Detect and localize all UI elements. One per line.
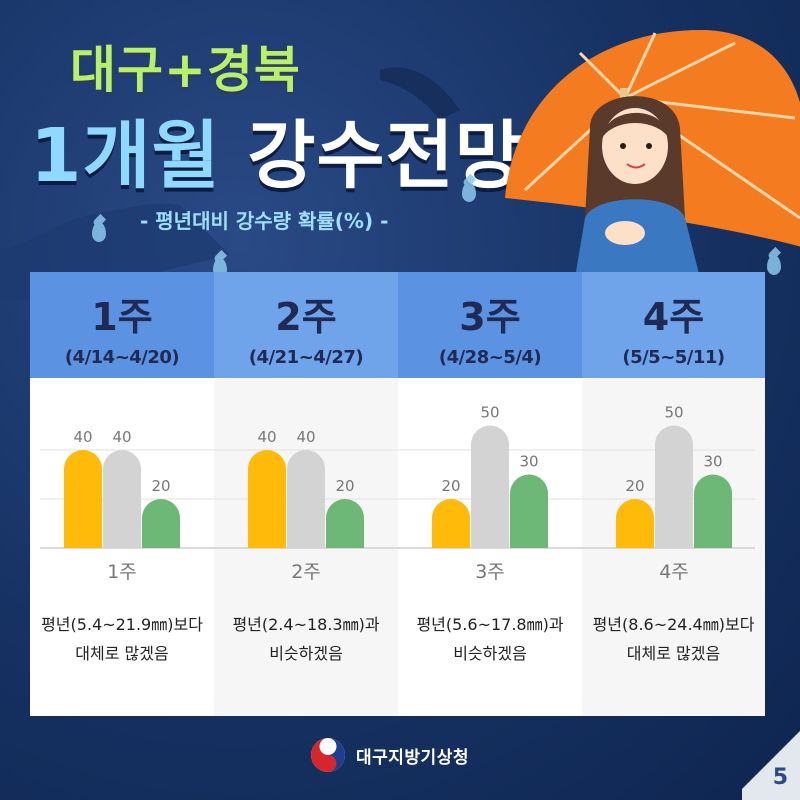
week-label: 1주 (91, 295, 153, 339)
bar (142, 499, 180, 548)
government-emblem-icon (311, 738, 345, 772)
week-body-3: 평년(5.6~17.8㎜)과 비슷하겠음 (398, 378, 582, 716)
bar (103, 450, 141, 548)
desc-line-1: 평년(5.4~21.9㎜)보다 (41, 615, 203, 634)
bar (616, 499, 654, 548)
bar-value-label: 30 (703, 453, 722, 471)
week-column-1: 1주 (4/14~4/20) 평년(5.4~21.9㎜)보다 대체로 많겠음 (30, 272, 214, 716)
bar (64, 450, 102, 548)
bar-value-label: 30 (519, 453, 538, 471)
main-title-rest: 강수전망 (247, 113, 524, 199)
bar (694, 474, 732, 548)
title-region: 대구+경북 (70, 41, 301, 99)
week-desc-3: 평년(5.6~17.8㎜)과 비슷하겠음 (398, 610, 582, 668)
probability-bar-chart: 40 40 20 1주 40 40 20 2주 20 50 30 3주 20 50 30 4주 (40, 404, 755, 583)
subtitle: - 평년대비 강수량 확률(%) - (140, 209, 389, 233)
bar (432, 499, 470, 548)
footer: 대구지방기상청 (310, 735, 469, 775)
week-body-2: 평년(2.4~18.3㎜)과 비슷하겠음 (214, 378, 398, 716)
forecast-card: 1주 (4/14~4/20) 평년(5.4~21.9㎜)보다 대체로 많겠음 2… (30, 272, 765, 716)
org-name: 대구지방기상청 (356, 747, 469, 768)
bar-value-label: 20 (151, 477, 170, 495)
week-header-3: 3주 (4/28~5/4) (398, 272, 582, 378)
bar-value-label: 40 (296, 428, 315, 446)
raindrop-icon (462, 182, 476, 202)
week-range: (5/5~5/11) (622, 347, 725, 368)
desc-line-2: 비슷하겠음 (453, 644, 527, 663)
week-header-2: 2주 (4/21~4/27) (214, 272, 398, 378)
main-title: 1개월 강수전망 (30, 96, 524, 203)
raindrop-icon (767, 255, 781, 275)
bar-value-label: 20 (625, 477, 644, 495)
week-range: (4/28~5/4) (438, 347, 542, 368)
x-tick-label: 2주 (291, 561, 321, 583)
bar-value-label: 20 (335, 477, 354, 495)
girl-umbrella-illustration (505, 29, 800, 288)
bar (326, 499, 364, 548)
x-tick-label: 3주 (475, 561, 505, 583)
bar (655, 425, 693, 548)
bar-value-label: 40 (257, 428, 276, 446)
desc-line-2: 대체로 많겠음 (626, 644, 721, 663)
x-tick-label: 4주 (659, 561, 689, 583)
week-desc-4: 평년(8.6~24.4㎜)보다 대체로 많겠음 (582, 610, 765, 668)
week-label: 3주 (459, 295, 521, 339)
desc-line-2: 비슷하겠음 (269, 644, 343, 663)
desc-line-1: 평년(2.4~18.3㎜)과 (232, 615, 380, 634)
bar-value-label: 50 (664, 404, 683, 422)
bar-value-label: 20 (441, 477, 460, 495)
x-tick-label: 1주 (107, 561, 137, 583)
week-range: (4/14~4/20) (64, 347, 180, 368)
desc-line-2: 대체로 많겠음 (75, 644, 169, 663)
page-curl (742, 724, 800, 800)
bar (471, 425, 509, 548)
page-number: 5 (772, 765, 788, 790)
bar (248, 450, 286, 548)
bar (510, 474, 548, 548)
bar-value-label: 50 (480, 404, 499, 422)
week-desc-1: 평년(5.4~21.9㎜)보다 대체로 많겠음 (30, 610, 214, 668)
desc-line-1: 평년(5.6~17.8㎜)과 (416, 615, 564, 634)
bar-value-label: 40 (112, 428, 131, 446)
week-label: 2주 (275, 295, 337, 339)
week-body-4: 평년(8.6~24.4㎜)보다 대체로 많겠음 (582, 378, 765, 716)
week-header-4: 4주 (5/5~5/11) (582, 272, 765, 378)
bar-value-label: 40 (73, 428, 92, 446)
main-title-accent: 1개월 (30, 113, 221, 199)
week-header-1: 1주 (4/14~4/20) (30, 272, 214, 378)
week-range: (4/21~4/27) (248, 347, 364, 368)
raindrop-icon (92, 222, 106, 242)
bar (287, 450, 325, 548)
week-body-1: 평년(5.4~21.9㎜)보다 대체로 많겠음 (30, 378, 214, 716)
desc-line-1: 평년(8.6~24.4㎜)보다 (592, 615, 755, 634)
week-desc-2: 평년(2.4~18.3㎜)과 비슷하겠음 (214, 610, 398, 668)
week-label: 4주 (642, 295, 705, 339)
